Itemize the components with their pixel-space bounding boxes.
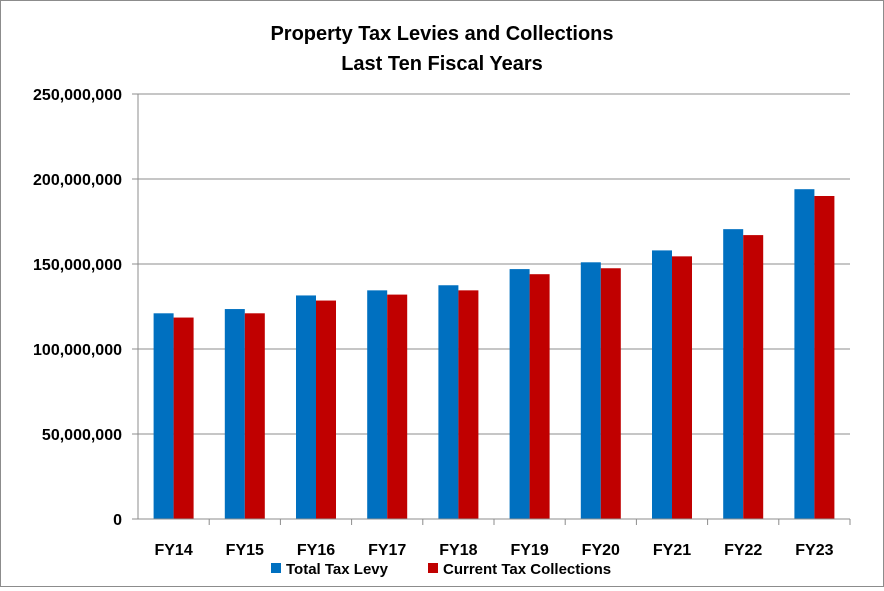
bar-total-tax-levy-fy19: [509, 269, 530, 519]
x-tick-label: FY19: [510, 542, 548, 559]
legend-swatch: [271, 563, 281, 573]
bar-current-tax-collections-fy16: [316, 300, 336, 519]
x-tick-label: FY22: [724, 542, 762, 559]
x-tick-label: FY15: [226, 542, 264, 559]
x-tick-label: FY20: [582, 542, 620, 559]
bar-total-tax-levy-fy17: [367, 290, 388, 519]
y-tick-label: 0: [113, 512, 122, 529]
bars: [153, 189, 835, 519]
x-tick-label: FY14: [154, 542, 192, 559]
bar-current-tax-collections-fy15: [244, 313, 265, 519]
bar-total-tax-levy-fy23: [794, 189, 815, 519]
bar-current-tax-collections-fy19: [529, 274, 550, 519]
bar-current-tax-collections-fy17: [387, 294, 408, 519]
y-tick-label: 250,000,000: [33, 87, 122, 104]
y-tick-label: 100,000,000: [33, 342, 122, 359]
y-tick-label: 50,000,000: [42, 427, 122, 444]
bar-current-tax-collections-fy14: [173, 317, 194, 519]
legend-label: Total Tax Levy: [286, 561, 389, 578]
bar-total-tax-levy-fy15: [224, 309, 245, 519]
y-tick-label: 150,000,000: [33, 257, 122, 274]
bar-total-tax-levy-fy21: [652, 250, 672, 519]
bar-total-tax-levy-fy22: [723, 229, 744, 519]
x-tick-label: FY18: [439, 542, 477, 559]
bar-total-tax-levy-fy20: [580, 262, 601, 519]
x-tick-label: FY16: [297, 542, 335, 559]
axes: [137, 94, 851, 525]
x-tick-label: FY21: [653, 542, 691, 559]
bar-total-tax-levy-fy18: [438, 285, 459, 519]
x-tick-labels: FY14 FY15 FY16 FY17 FY18 FY19 FY20 FY21 FY22 FY23: [154, 542, 833, 559]
legend-swatch: [428, 563, 438, 573]
legend-label: Current Tax Collections: [443, 561, 611, 578]
chart-title-line-1: Property Tax Levies and Collections: [270, 23, 613, 45]
y-tick-label: 200,000,000: [33, 172, 122, 189]
bar-current-tax-collections-fy21: [672, 256, 692, 519]
legend: Total Tax Levy Current Tax Collections: [271, 561, 611, 578]
bar-total-tax-levy-fy14: [153, 313, 174, 519]
x-tick-label: FY17: [368, 542, 406, 559]
bar-current-tax-collections-fy20: [600, 268, 621, 519]
bar-current-tax-collections-fy22: [743, 235, 764, 519]
bar-current-tax-collections-fy18: [458, 290, 479, 519]
bar-total-tax-levy-fy16: [296, 295, 316, 519]
chart-title-line-2: Last Ten Fiscal Years: [341, 53, 543, 75]
y-tick-labels: 0 50,000,000 100,000,000 150,000,000 200,000…: [33, 87, 122, 529]
x-tick-label: FY23: [795, 542, 833, 559]
bar-current-tax-collections-fy23: [814, 196, 835, 519]
